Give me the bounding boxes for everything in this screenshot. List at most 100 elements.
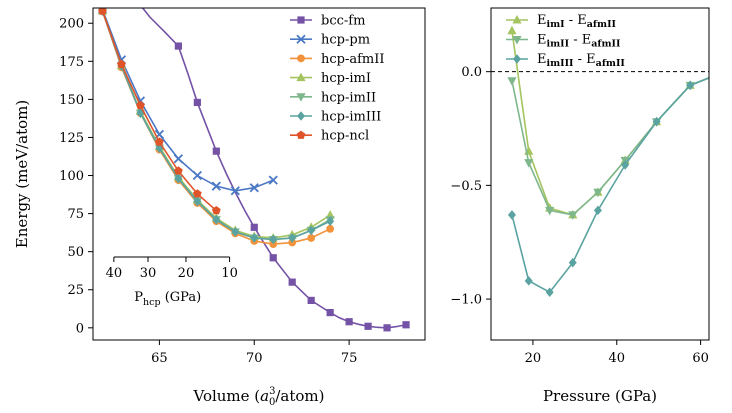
series-hcp-imIII bbox=[98, 8, 335, 245]
legend-marker bbox=[297, 111, 305, 121]
legend-entry: EimII - EafmII bbox=[506, 33, 621, 50]
inset-tick-label: 40 bbox=[106, 266, 123, 281]
data-point-hcp-pm bbox=[230, 186, 240, 196]
x-axis-label: Volume (a3 0/atom) bbox=[192, 386, 324, 408]
x-tick-label: 75 bbox=[341, 351, 358, 366]
legend-entry: hcp-imIII bbox=[290, 110, 381, 125]
y-tick-label: 25 bbox=[67, 283, 84, 298]
data-point bbox=[524, 159, 534, 168]
data-point-bcc-fm bbox=[269, 254, 277, 262]
legend-marker bbox=[512, 36, 522, 45]
data-point-bcc-fm bbox=[345, 318, 353, 326]
y-tick-label: −1.0 bbox=[450, 293, 482, 308]
data-point-hcp-afmII bbox=[307, 234, 316, 242]
x-tick-label: 65 bbox=[151, 351, 168, 366]
inset-axis-label: Phcp (GPa) bbox=[134, 290, 201, 308]
series-line-hcp-imII bbox=[101, 10, 331, 241]
data-point-hcp-ncl bbox=[155, 137, 164, 146]
data-point bbox=[507, 25, 517, 35]
data-point-hcp-pm bbox=[192, 170, 202, 181]
series-bcc-fm bbox=[141, 8, 410, 332]
inset-tick-label: 10 bbox=[221, 266, 238, 281]
legend-marker bbox=[513, 54, 521, 64]
series-line-hcp-imI bbox=[101, 10, 331, 239]
data-point-hcp-pm bbox=[211, 181, 221, 191]
legend-label: EimIII - EafmII bbox=[537, 52, 625, 69]
legend: bcc-fm hcp-pm hcp-afmII hcp-imI hcp-imII hcp-… bbox=[290, 14, 385, 144]
y-tick-label: 100 bbox=[59, 169, 84, 184]
pressure-inset-axis: 40 30 20 10 Phcp (GPa) bbox=[106, 256, 238, 308]
data-point-hcp-imIII bbox=[155, 143, 164, 153]
data-point-hcp-ncl bbox=[174, 166, 183, 175]
data-point bbox=[545, 287, 554, 298]
data-point-bcc-fm bbox=[193, 98, 201, 107]
y-axis-label: Energy (meV/atom) bbox=[13, 100, 31, 248]
data-point-hcp-imIII bbox=[174, 173, 183, 184]
data-point-hcp-imIII bbox=[212, 214, 221, 225]
legend-entry: hcp-ncl bbox=[290, 129, 369, 144]
axes-frame bbox=[92, 7, 426, 341]
data-point bbox=[652, 116, 661, 127]
data-point-hcp-imIII bbox=[288, 233, 297, 243]
plot-area bbox=[491, 25, 709, 298]
legend-marker bbox=[296, 130, 306, 139]
legend-entry: hcp-imI bbox=[290, 71, 371, 86]
legend-entry: hcp-pm bbox=[290, 33, 370, 48]
legend-entry: bcc-fm bbox=[290, 14, 365, 29]
data-point bbox=[568, 211, 578, 220]
plot-area bbox=[97, 8, 410, 332]
data-point-hcp-pm bbox=[268, 175, 278, 185]
x-tick-label: 20 bbox=[525, 351, 542, 366]
series-E_imIII - E_afmII bbox=[507, 77, 709, 298]
legend-label: hcp-imII bbox=[321, 90, 376, 105]
data-point-hcp-imIII bbox=[307, 225, 316, 236]
series-line-hcp-ncl bbox=[101, 10, 217, 212]
data-point-hcp-imIII bbox=[193, 196, 202, 207]
y-tick-label: 150 bbox=[59, 93, 84, 108]
data-point-hcp-ncl bbox=[211, 205, 221, 215]
data-point-bcc-fm bbox=[307, 296, 315, 305]
data-point-bcc-fm bbox=[212, 147, 220, 155]
legend-entry: hcp-afmII bbox=[290, 52, 385, 67]
data-point-hcp-ncl bbox=[136, 100, 145, 110]
legend-marker bbox=[296, 72, 306, 82]
y-tick-label: 200 bbox=[59, 17, 84, 32]
data-point-bcc-fm bbox=[288, 278, 296, 286]
data-point bbox=[524, 276, 533, 286]
inset-tick-label: 30 bbox=[140, 266, 157, 281]
legend-marker bbox=[512, 15, 522, 24]
inset-tick-label: 20 bbox=[178, 266, 195, 281]
x-tick-label: 40 bbox=[608, 351, 625, 366]
legend-entry: EimI - EafmII bbox=[506, 13, 617, 30]
energy-vs-volume-panel: 65 70 75 0 25 50 75 100 125 150 175 200 Energy (meV/… bbox=[13, 7, 426, 408]
legend-label: EimI - EafmII bbox=[537, 13, 617, 30]
data-point-hcp-pm bbox=[249, 183, 259, 193]
energy-difference-vs-pressure-panel: 20 40 60 0.0 −0.5 −1.0 Pressure (GPa) EimI - Ea… bbox=[450, 7, 710, 405]
axes-frame bbox=[490, 7, 710, 341]
data-point-hcp-imIII bbox=[250, 233, 259, 243]
x-tick-label: 60 bbox=[692, 351, 709, 366]
y-tick-label: 75 bbox=[67, 207, 84, 222]
data-point-bcc-fm bbox=[402, 321, 410, 329]
legend-label: hcp-afmII bbox=[321, 52, 385, 67]
x-tick-label: 70 bbox=[246, 351, 263, 366]
legend-entry: hcp-imII bbox=[290, 90, 376, 105]
data-point bbox=[507, 77, 517, 86]
y-tick-label: 0.0 bbox=[461, 65, 482, 80]
data-point-hcp-ncl bbox=[192, 189, 202, 198]
series-hcp-pm bbox=[97, 8, 278, 196]
data-point-bcc-fm bbox=[250, 223, 258, 231]
y-tick-label: 125 bbox=[59, 131, 84, 146]
data-point bbox=[507, 210, 516, 220]
legend-label: hcp-ncl bbox=[321, 129, 369, 144]
legend-label: EimII - EafmII bbox=[537, 33, 621, 50]
x-axis-label: Pressure (GPa) bbox=[543, 387, 657, 405]
series-line-hcp-pm bbox=[101, 9, 274, 192]
data-point-bcc-fm bbox=[174, 42, 182, 50]
legend-marker bbox=[297, 54, 305, 63]
legend-entry: EimIII - EafmII bbox=[506, 52, 625, 69]
legend-label: bcc-fm bbox=[321, 14, 365, 29]
legend-marker bbox=[297, 16, 305, 24]
series-line-bcc-fm bbox=[141, 8, 407, 329]
data-point-bcc-fm bbox=[364, 322, 372, 330]
